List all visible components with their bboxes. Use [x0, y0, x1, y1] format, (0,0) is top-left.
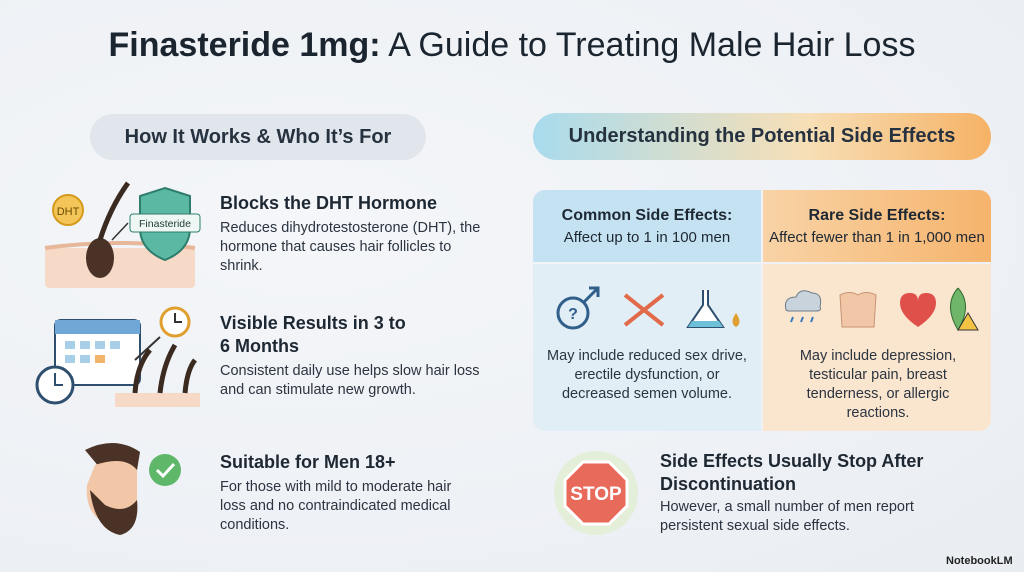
rare-body: May include depression, testicular pain,…	[778, 347, 978, 423]
common-head: Common Side Effects: Affect up to 1 in 10…	[533, 205, 761, 249]
man-icon	[65, 440, 195, 540]
brand: NotebookLM	[946, 555, 1013, 567]
rare-head: Rare Side Effects: Affect fewer than 1 in…	[763, 205, 991, 249]
dht-icon: DHT Finasteride	[40, 178, 210, 293]
item-title: Visible Results in 3 to 6 Months	[220, 312, 420, 358]
side-effect-table: Common Side Effects: Affect up to 1 in 10…	[533, 190, 991, 431]
item-body: Reduces dihydrotestosterone (DHT), the h…	[220, 219, 490, 276]
dht-label: DHT	[57, 206, 80, 218]
rare-icons	[778, 285, 978, 335]
question-label: ?	[568, 306, 578, 323]
common-title: Common Side Effects:	[562, 207, 733, 224]
calendar-icon	[35, 305, 205, 410]
stop-title: Side Effects Usually Stop After Disconti…	[660, 450, 960, 496]
stop-icon: STOP	[552, 450, 642, 540]
title-rest: A Guide to Treating Male Hair Loss	[388, 26, 915, 64]
shield-label: Finasteride	[139, 218, 191, 230]
rare-subtitle: Affect fewer than 1 in 1,000 men	[769, 229, 985, 246]
common-icons: ?	[553, 285, 743, 335]
common-subtitle: Affect up to 1 in 100 men	[564, 229, 731, 246]
common-body: May include reduced sex drive, erectile …	[543, 347, 751, 404]
item-body: For those with mild to moderate hair los…	[220, 478, 460, 535]
title: Finasteride 1mg: A Guide to Treating Mal…	[0, 26, 1024, 65]
right-heading: Understanding the Potential Side Effects	[533, 113, 991, 160]
item-title: Blocks the DHT Hormone	[220, 192, 500, 215]
stop-body: However, a small number of men report pe…	[660, 498, 950, 536]
item-body: Consistent daily use helps slow hair los…	[220, 362, 480, 400]
stop-label: STOP	[570, 484, 622, 505]
rare-title: Rare Side Effects:	[809, 207, 946, 224]
title-bold: Finasteride 1mg:	[109, 26, 381, 64]
left-heading: How It Works & Who It’s For	[90, 114, 426, 160]
item-title: Suitable for Men 18+	[220, 451, 500, 474]
